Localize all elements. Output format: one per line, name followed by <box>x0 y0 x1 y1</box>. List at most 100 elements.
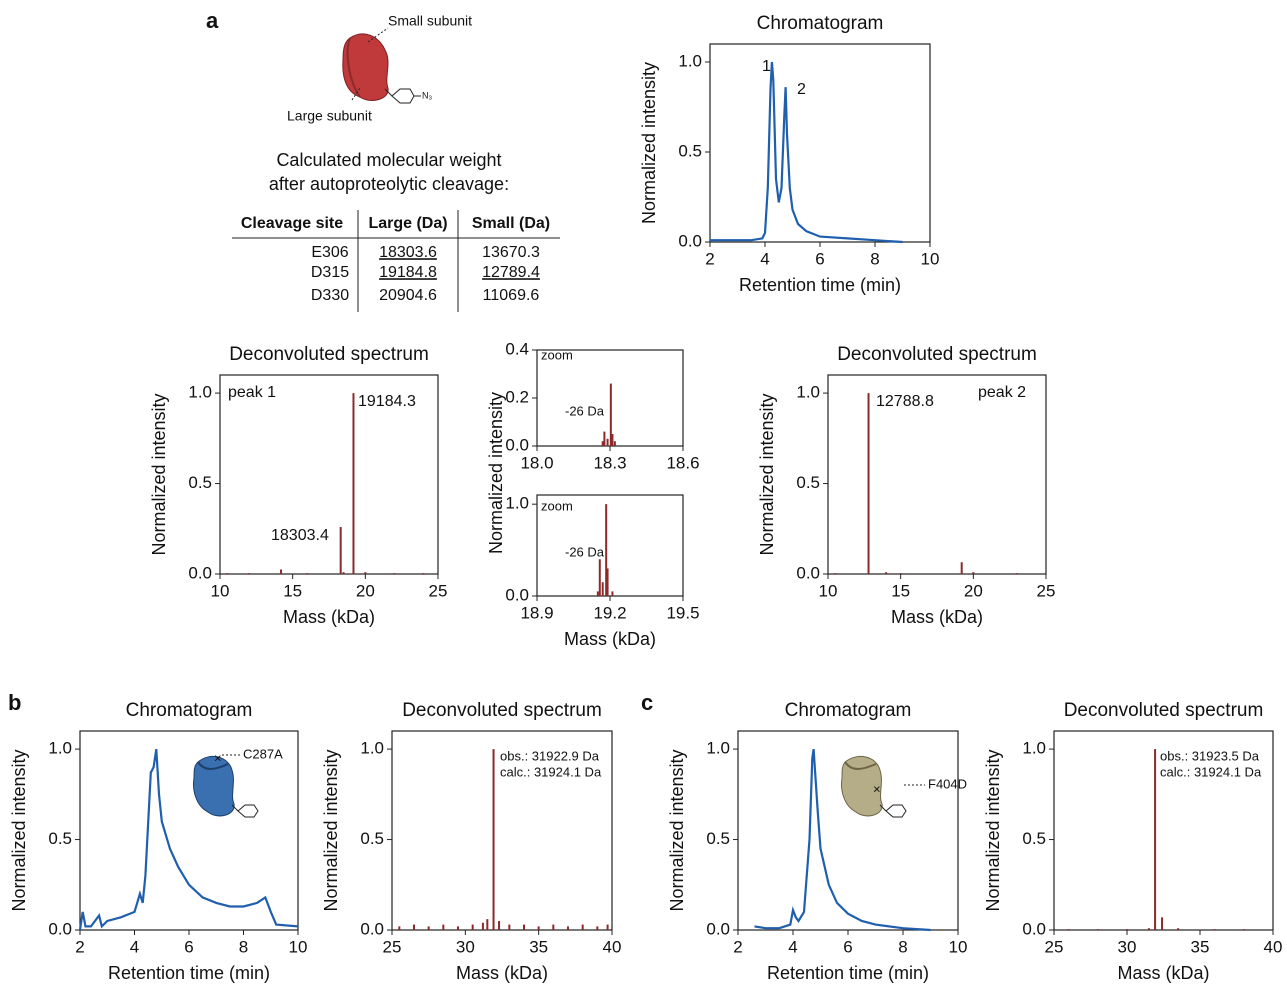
annotation: obs.: 31923.5 Da <box>1160 748 1260 763</box>
annotation: zoom <box>541 347 573 362</box>
plot-frame <box>219 374 439 575</box>
y-tick-label: 0.0 <box>360 919 384 938</box>
annotation: calc.: 31924.1 Da <box>500 764 602 779</box>
x-tick-label: 2 <box>733 937 742 956</box>
y-tick-label: 1.0 <box>678 51 702 70</box>
x-axis-label: Mass (kDa) <box>1117 963 1209 983</box>
x-axis-label: Retention time (min) <box>767 963 929 983</box>
y-tick-label: 0.0 <box>1022 919 1046 938</box>
annotation: peak 2 <box>978 384 1026 401</box>
x-tick-label: 8 <box>239 937 248 956</box>
table-header: Cleavage site <box>241 215 343 232</box>
y-axis-label: Normalized intensity <box>667 749 687 911</box>
protein-icon: × <box>193 750 259 818</box>
y-tick-label: 0.5 <box>360 829 384 848</box>
x-axis-label: Mass (kDa) <box>891 607 983 627</box>
x-tick-label: 19.5 <box>666 603 699 622</box>
y-tick-label: 1.0 <box>48 739 72 758</box>
plot-frame <box>391 730 613 931</box>
y-axis-label: Normalized intensity <box>9 749 29 911</box>
x-tick-label: 20 <box>964 581 983 600</box>
y-tick-label: 0.5 <box>796 473 820 492</box>
x-tick-label: 18.9 <box>520 603 553 622</box>
x-tick-label: 4 <box>760 249 769 268</box>
y-tick-label: 0.4 <box>505 339 529 358</box>
x-tick-label: 4 <box>130 937 139 956</box>
x-tick-label: 25 <box>1037 581 1056 600</box>
table-cell: 12789.4 <box>482 264 540 281</box>
table-cell: 18303.6 <box>379 244 437 261</box>
diagram-label: N₃ <box>422 90 432 100</box>
diagram-label: Large subunit <box>287 108 372 124</box>
x-tick-label: 4 <box>788 937 797 956</box>
y-tick-label: 1.0 <box>188 383 212 402</box>
y-tick-label: 0.0 <box>796 563 820 582</box>
x-tick-label: 18.0 <box>520 453 553 472</box>
y-tick-label: 1.0 <box>1022 739 1046 758</box>
protein-icon <box>342 27 421 104</box>
line <box>754 748 931 932</box>
table-cell: 11069.6 <box>483 287 540 304</box>
panel-label: b <box>8 690 21 715</box>
x-tick-label: 18.3 <box>593 453 626 472</box>
y-tick-label: 1.0 <box>796 383 820 402</box>
annotation: F404D <box>928 776 967 791</box>
x-tick-label: 6 <box>843 937 852 956</box>
x-tick-label: 2 <box>75 937 84 956</box>
x-axis-label: Retention time (min) <box>739 275 901 295</box>
x-tick-label: 10 <box>949 937 968 956</box>
chart-title: Deconvoluted spectrum <box>229 344 429 365</box>
x-tick-label: 19.2 <box>593 603 626 622</box>
x-axis-label: Retention time (min) <box>108 963 270 983</box>
x-tick-label: 15 <box>283 581 302 600</box>
x-tick-label: 35 <box>529 937 548 956</box>
table-cell: E306 <box>311 244 348 261</box>
panel-label: a <box>206 8 219 33</box>
protein-icon: × <box>841 755 925 818</box>
x-tick-label: 8 <box>898 937 907 956</box>
plot-frame <box>709 43 931 243</box>
diagram-label: Small subunit <box>388 13 472 29</box>
annotation: obs.: 31922.9 Da <box>500 748 600 763</box>
annotation: 19184.3 <box>358 393 416 410</box>
table-cell: D330 <box>311 287 349 304</box>
y-tick-label: 0.5 <box>706 829 730 848</box>
x-axis-label: Mass (kDa) <box>456 963 548 983</box>
y-tick-label: 0.0 <box>706 919 730 938</box>
y-tick-label: 0.5 <box>678 141 702 160</box>
y-axis-label: Normalized intensity <box>983 749 1003 911</box>
annotation: 18303.4 <box>271 527 329 544</box>
y-tick-label: 0.2 <box>505 387 529 406</box>
x-tick-label: 25 <box>429 581 448 600</box>
line <box>78 748 299 931</box>
annotation: C287A <box>243 746 283 761</box>
annotation: calc.: 31924.1 Da <box>1160 764 1262 779</box>
x-tick-label: 35 <box>1191 937 1210 956</box>
table-cell: 19184.8 <box>379 264 437 281</box>
annotation: -26 Da <box>565 544 605 559</box>
y-axis-label: Normalized intensity <box>639 62 659 224</box>
x-tick-label: 25 <box>1045 937 1064 956</box>
y-tick-label: 0.5 <box>48 829 72 848</box>
y-tick-label: 0.0 <box>505 435 529 454</box>
table-header: Small (Da) <box>472 215 550 232</box>
x-tick-label: 6 <box>815 249 824 268</box>
x-tick-label: 40 <box>1264 937 1283 956</box>
y-tick-label: 0.0 <box>48 919 72 938</box>
x-axis-label: Mass (kDa) <box>283 607 375 627</box>
mutation-mark: × <box>873 781 881 796</box>
line <box>710 61 903 244</box>
x-tick-label: 30 <box>456 937 475 956</box>
y-axis-label: Normalized intensity <box>321 749 341 911</box>
chart-title: Deconvoluted spectrum <box>1064 700 1264 721</box>
x-tick-label: 18.6 <box>666 453 699 472</box>
x-tick-label: 40 <box>603 937 622 956</box>
y-axis-label: Normalized intensity <box>486 392 506 554</box>
annotation: -26 Da <box>565 403 605 418</box>
y-axis-label: Normalized intensity <box>149 393 169 555</box>
panel-label: c <box>641 690 653 715</box>
y-tick-label: 1.0 <box>706 739 730 758</box>
annotation: 2 <box>797 81 806 98</box>
chart-title: Deconvoluted spectrum <box>837 344 1037 365</box>
